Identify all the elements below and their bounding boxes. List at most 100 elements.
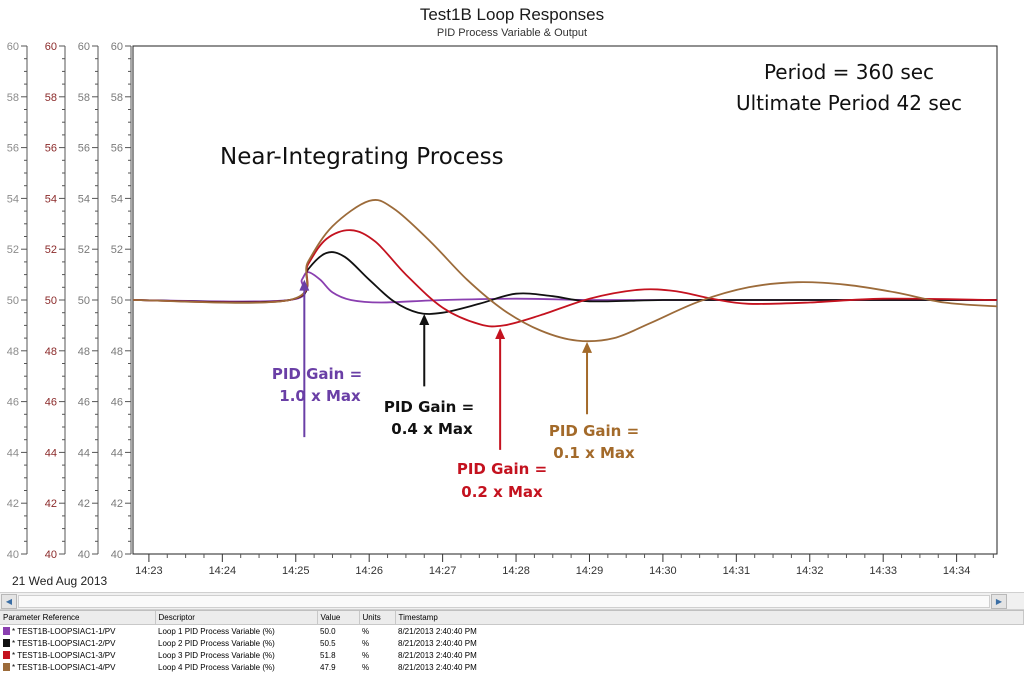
y-tick-label: 42	[111, 498, 123, 510]
y-tick-label: 40	[78, 549, 90, 561]
x-axis-group: 14:23 14:24 14:25 14:26 14:27 14:28 14:29 14:30…	[135, 554, 994, 577]
y-tick-label: 40	[45, 549, 57, 561]
color-swatch	[3, 627, 10, 636]
value: 51.8	[320, 650, 336, 660]
annotation-arrow-head-4	[582, 341, 593, 353]
descriptor: Loop 2 PID Process Variable (%)	[158, 638, 275, 648]
units: %	[362, 662, 370, 672]
timestamp: 8/21/2013 2:40:40 PM	[398, 650, 477, 660]
y-tick-label: 52	[111, 244, 123, 256]
x-tick-label: 14:31	[723, 565, 751, 577]
parameter-table-panel: Parameter Reference Descriptor Value Uni…	[0, 610, 1024, 683]
value: 50.0	[320, 626, 336, 636]
units: %	[362, 650, 370, 660]
y-tick-label: 52	[45, 244, 57, 256]
x-tick-label: 14:27	[429, 565, 457, 577]
color-swatch	[3, 651, 10, 660]
y-tick-label: 46	[45, 397, 57, 409]
gain-label-4-line2: 0.1 x Max	[553, 444, 635, 462]
timestamp: 8/21/2013 2:40:40 PM	[398, 626, 477, 636]
y-tick-label: 40	[7, 549, 19, 561]
gain-label-3-line2: 0.2 x Max	[461, 483, 543, 501]
x-tick-label: 14:28	[502, 565, 530, 577]
table-row[interactable]: * TEST1B-LOOPSIAC1-3/PV Loop 3 PID Proce…	[0, 649, 1024, 661]
gain-label-3-line1: PID Gain =	[457, 460, 547, 478]
value: 47.9	[320, 662, 336, 672]
x-tick-label: 14:24	[209, 565, 237, 577]
y-tick-label: 50	[78, 295, 90, 307]
header-units[interactable]: Units	[359, 611, 396, 625]
arrows-group	[299, 279, 593, 450]
table-row[interactable]: * TEST1B-LOOPSIAC1-1/PV Loop 1 PID Proce…	[0, 625, 1024, 638]
y-tick-label: 60	[45, 41, 57, 53]
x-tick-label: 14:33	[869, 565, 897, 577]
y-tick-label: 46	[7, 397, 19, 409]
series-group	[132, 199, 998, 343]
y-tick-label: 54	[7, 193, 19, 205]
header-parameter-reference[interactable]: Parameter Reference	[0, 611, 156, 625]
x-tick-label: 14:25	[282, 565, 310, 577]
horizontal-scrollbar[interactable]: ◀ ▶	[0, 592, 1024, 610]
x-tick-label: 14:26	[355, 565, 383, 577]
header-timestamp[interactable]: Timestamp	[395, 611, 1024, 625]
y-tick-label: 58	[7, 92, 19, 104]
y-tick-label: 44	[78, 447, 90, 459]
annotation-arrow-head-1	[299, 279, 310, 291]
descriptor: Loop 3 PID Process Variable (%)	[158, 650, 275, 660]
y-tick-label: 58	[45, 92, 57, 104]
header-value[interactable]: Value	[317, 611, 360, 625]
y-tick-label: 42	[7, 498, 19, 510]
y-tick-label: 48	[7, 346, 19, 358]
y-tick-label: 44	[111, 447, 123, 459]
y-tick-label: 44	[45, 447, 57, 459]
y-tick-label: 60	[7, 41, 19, 53]
color-swatch	[3, 663, 10, 672]
header-descriptor[interactable]: Descriptor	[155, 611, 318, 625]
x-tick-label: 14:32	[796, 565, 824, 577]
parameter-table-header: Parameter Reference Descriptor Value Uni…	[0, 611, 1024, 625]
x-tick-label: 14:23	[135, 565, 163, 577]
gain-label-1-line1: PID Gain =	[272, 365, 362, 383]
gain-label-2: PID Gain = 0.4 x Max	[384, 398, 474, 438]
y-tick-label: 46	[78, 397, 90, 409]
y-tick-label: 46	[111, 397, 123, 409]
y-tick-label: 48	[78, 346, 90, 358]
gain-label-1: PID Gain = 1.0 x Max	[272, 365, 362, 405]
gain-label-3: PID Gain = 0.2 x Max	[457, 460, 547, 501]
y-tick-label: 44	[7, 447, 19, 459]
y-tick-label: 50	[7, 295, 19, 307]
color-swatch	[3, 639, 10, 648]
x-tick-label: 14:34	[943, 565, 971, 577]
ultimate-period-annotation: Ultimate Period 42 sec	[736, 91, 962, 115]
y-tick-label: 54	[78, 193, 90, 205]
gain-label-4-line1: PID Gain =	[549, 422, 639, 440]
y-tick-label: 58	[111, 92, 123, 104]
parameter-reference: * TEST1B-LOOPSIAC1-1/PV	[12, 626, 116, 636]
x-tick-label: 14:29	[576, 565, 604, 577]
y-tick-label: 56	[45, 143, 57, 155]
y-tick-label: 58	[78, 92, 90, 104]
timestamp: 8/21/2013 2:40:40 PM	[398, 662, 477, 672]
series-line-loop-3	[132, 229, 998, 328]
table-row[interactable]: * TEST1B-LOOPSIAC1-2/PV Loop 2 PID Proce…	[0, 637, 1024, 649]
parameter-table: Parameter Reference Descriptor Value Uni…	[0, 611, 1024, 673]
gain-label-1-line2: 1.0 x Max	[279, 387, 361, 405]
series-line-loop-2	[132, 251, 997, 315]
y-tick-label: 48	[111, 346, 123, 358]
scroll-right-icon[interactable]: ▶	[991, 594, 1007, 609]
process-annotation: Near-Integrating Process	[220, 144, 504, 170]
descriptor: Loop 4 PID Process Variable (%)	[158, 662, 275, 672]
y-tick-label: 42	[78, 498, 90, 510]
y-tick-label: 48	[45, 346, 57, 358]
y-tick-label: 54	[111, 193, 123, 205]
date-label: 21 Wed Aug 2013	[12, 574, 108, 588]
scrollbar-thumb[interactable]	[18, 595, 990, 608]
period-annotation: Period = 360 sec	[764, 60, 934, 84]
timestamp: 8/21/2013 2:40:40 PM	[398, 638, 477, 648]
table-row[interactable]: * TEST1B-LOOPSIAC1-4/PV Loop 4 PID Proce…	[0, 661, 1024, 673]
y-tick-label: 52	[7, 244, 19, 256]
scroll-left-icon[interactable]: ◀	[1, 594, 17, 609]
y-axes-group: 60 58 56 54 52 50 48 46 44 42 40 60 58 56 54 52 50 48 46 44…	[7, 41, 132, 561]
y-tick-label: 54	[45, 193, 57, 205]
y-tick-label: 52	[78, 244, 90, 256]
